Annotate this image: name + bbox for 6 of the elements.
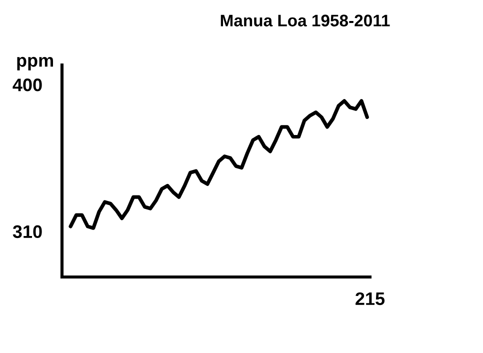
y-tick-label: 400 bbox=[12, 78, 42, 92]
text: 215 bbox=[356, 292, 385, 306]
line-series bbox=[68, 99, 369, 230]
y-tick-label: 310 bbox=[12, 225, 42, 238]
y-axis-title: ppm bbox=[17, 56, 53, 70]
chart-title: Manua Loa 1958-2011 bbox=[220, 14, 390, 26]
